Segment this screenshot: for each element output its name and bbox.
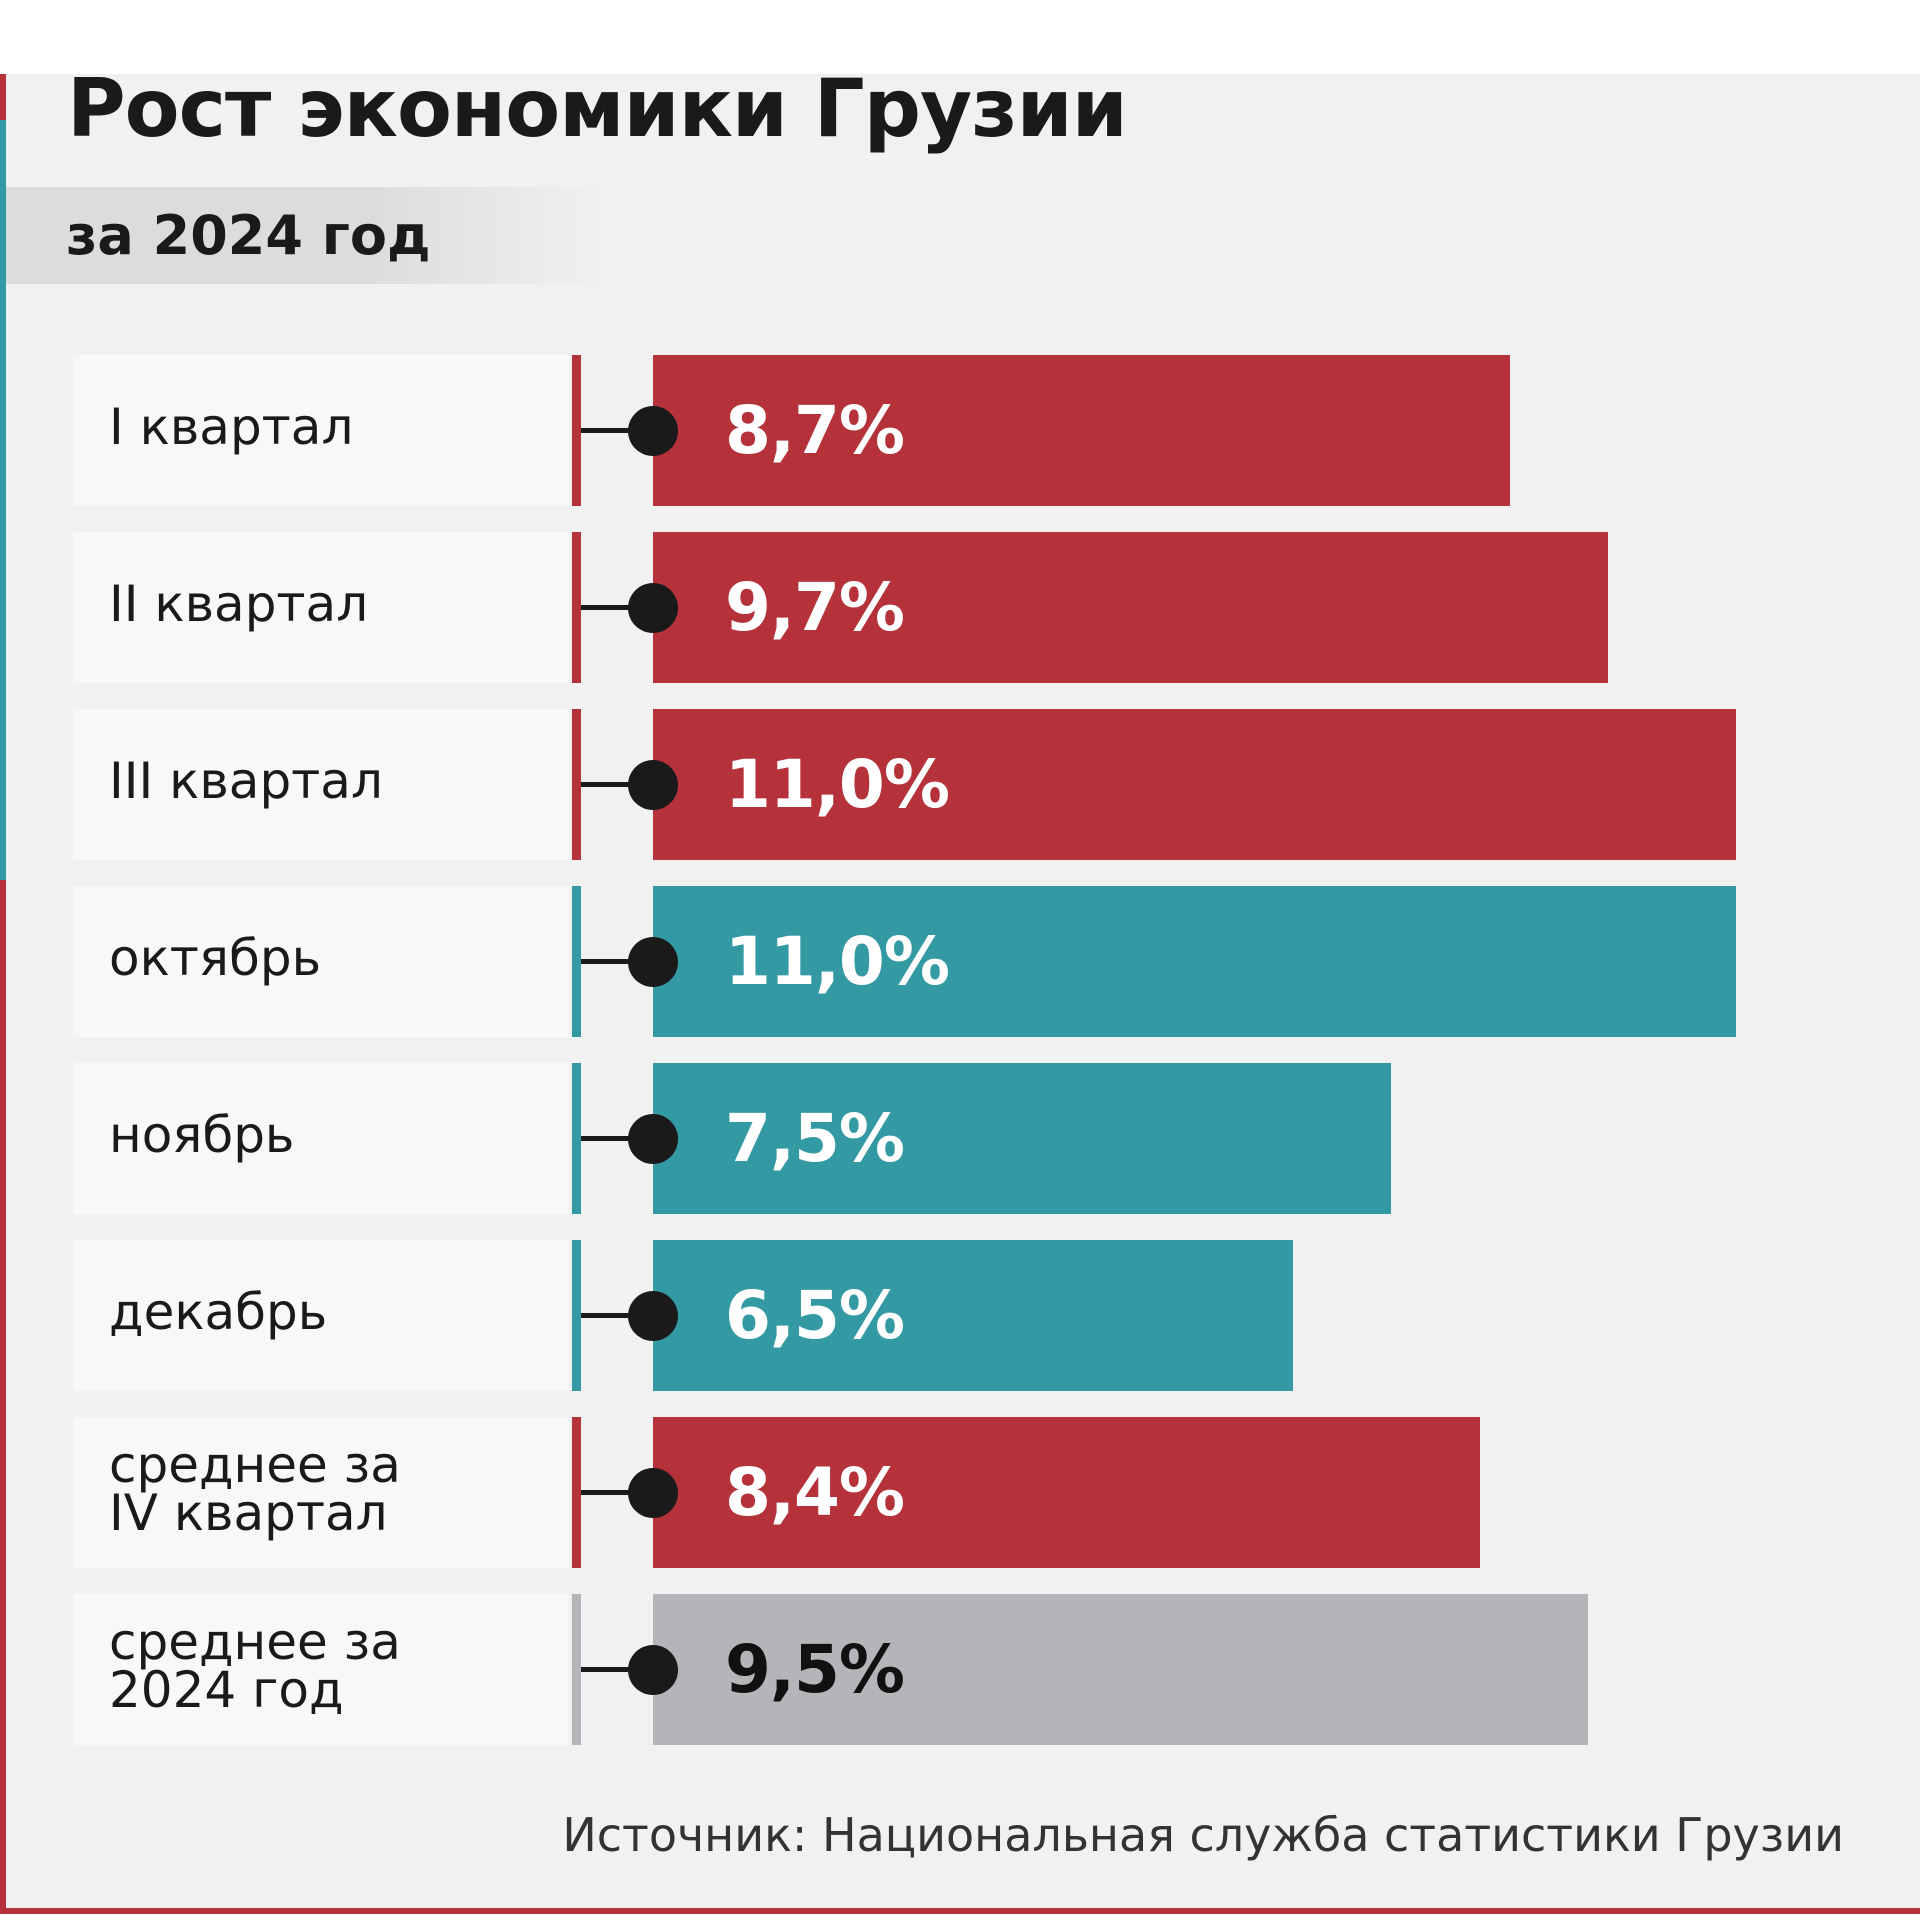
bar bbox=[653, 709, 1736, 860]
connector-dot bbox=[628, 1113, 678, 1164]
row-box bbox=[73, 355, 569, 506]
connector bbox=[581, 959, 653, 964]
category-label: I квартал bbox=[109, 397, 354, 456]
bar bbox=[653, 532, 1608, 683]
separator bbox=[572, 532, 581, 683]
separator bbox=[572, 1594, 581, 1745]
bar bbox=[653, 1240, 1293, 1391]
value-label: 6,5% bbox=[725, 1277, 905, 1354]
connector bbox=[581, 428, 653, 433]
subtitle-band bbox=[6, 187, 606, 284]
value-label: 11,0% bbox=[725, 746, 950, 823]
connector bbox=[581, 1490, 653, 1495]
separator bbox=[572, 886, 581, 1037]
value-label: 9,7% bbox=[725, 569, 905, 646]
connector bbox=[581, 605, 653, 610]
connector-dot bbox=[628, 405, 678, 456]
connector-dot bbox=[628, 1467, 678, 1518]
source-note: Источник: Национальная служба статистики… bbox=[562, 1808, 1844, 1862]
category-label: III квартал bbox=[109, 751, 383, 810]
chart-title: Рост экономики Грузии bbox=[67, 62, 1128, 155]
bar bbox=[653, 1063, 1392, 1214]
row-box bbox=[73, 532, 569, 683]
row-box bbox=[73, 886, 569, 1037]
connector bbox=[581, 1313, 653, 1318]
category-label: ноябрь bbox=[109, 1105, 295, 1164]
separator bbox=[572, 709, 581, 860]
value-label: 8,7% bbox=[725, 392, 905, 469]
connector-dot bbox=[628, 759, 678, 810]
chart-subtitle: за 2024 год bbox=[66, 204, 431, 267]
panel-accent bbox=[0, 120, 6, 880]
connector-dot bbox=[628, 936, 678, 987]
row-box bbox=[73, 709, 569, 860]
separator bbox=[572, 1240, 581, 1391]
connector-dot bbox=[628, 1644, 678, 1695]
bar bbox=[653, 1417, 1481, 1568]
value-label: 9,5% bbox=[725, 1631, 905, 1708]
category-label: декабрь bbox=[109, 1282, 328, 1341]
separator bbox=[572, 1417, 581, 1568]
category-label: октябрь bbox=[109, 928, 322, 987]
value-label: 11,0% bbox=[725, 923, 950, 1000]
row-box bbox=[73, 1063, 569, 1214]
row-box bbox=[73, 1594, 569, 1745]
connector-dot bbox=[628, 582, 678, 633]
separator bbox=[572, 1063, 581, 1214]
bar bbox=[653, 886, 1736, 1037]
bar bbox=[653, 355, 1510, 506]
category-label: среднее за IV квартал bbox=[109, 1435, 401, 1542]
connector bbox=[581, 1667, 653, 1672]
category-label: II квартал bbox=[109, 574, 369, 633]
row-box bbox=[73, 1417, 569, 1568]
value-label: 8,4% bbox=[725, 1454, 905, 1531]
separator bbox=[572, 355, 581, 506]
category-label: среднее за 2024 год bbox=[109, 1612, 401, 1719]
bar bbox=[653, 1594, 1589, 1745]
connector-dot bbox=[628, 1290, 678, 1341]
connector bbox=[581, 1136, 653, 1141]
connector bbox=[581, 782, 653, 787]
row-box bbox=[73, 1240, 569, 1391]
value-label: 7,5% bbox=[725, 1100, 905, 1177]
